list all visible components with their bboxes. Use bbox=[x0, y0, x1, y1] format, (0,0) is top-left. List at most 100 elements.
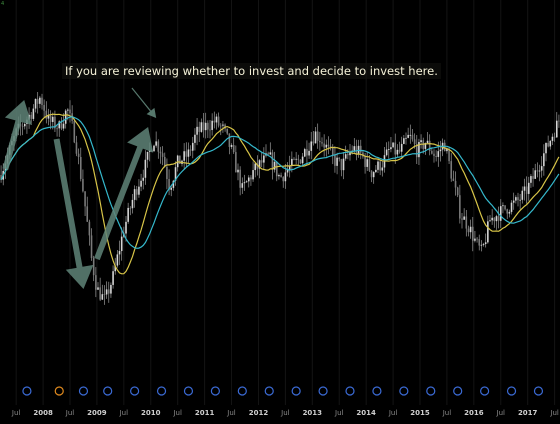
candle-216 bbox=[465, 210, 468, 237]
candle-144 bbox=[310, 131, 313, 160]
candle-102 bbox=[219, 123, 222, 136]
candle-175 bbox=[377, 158, 379, 174]
event-marker-19[interactable] bbox=[533, 386, 544, 396]
candle-200 bbox=[431, 147, 433, 155]
candle-180 bbox=[387, 141, 390, 159]
candle-34 bbox=[73, 118, 76, 144]
candle-75 bbox=[161, 146, 164, 166]
candle-156 bbox=[336, 152, 338, 175]
candle-99 bbox=[213, 111, 216, 129]
candle-10 bbox=[21, 122, 24, 136]
event-marker-9[interactable] bbox=[264, 386, 274, 396]
candle-228 bbox=[491, 209, 493, 225]
candle-36 bbox=[77, 148, 80, 165]
candle-109 bbox=[235, 145, 237, 173]
candle-226 bbox=[487, 215, 489, 244]
candle-159 bbox=[342, 152, 345, 180]
event-marker-8[interactable] bbox=[237, 386, 247, 396]
event-marker-4[interactable] bbox=[130, 386, 140, 396]
candle-26 bbox=[56, 124, 58, 137]
candle-107 bbox=[230, 143, 233, 150]
candle-195 bbox=[420, 134, 422, 149]
candle-105 bbox=[226, 128, 229, 135]
event-marker-15[interactable] bbox=[426, 386, 436, 396]
trend-arrow-4 bbox=[131, 87, 157, 118]
candle-257 bbox=[553, 132, 556, 142]
candle-189 bbox=[407, 127, 409, 139]
candle-37 bbox=[79, 147, 82, 182]
candle-91 bbox=[196, 117, 198, 146]
candle-54 bbox=[116, 249, 119, 268]
candle-179 bbox=[385, 142, 388, 157]
candle-199 bbox=[428, 134, 431, 156]
candle-166 bbox=[357, 139, 360, 158]
candle-139 bbox=[299, 159, 302, 165]
candle-147 bbox=[316, 123, 319, 149]
candle-111 bbox=[239, 166, 241, 196]
candle-171 bbox=[368, 154, 371, 173]
gridlines bbox=[15, 0, 556, 405]
event-marker-3[interactable] bbox=[103, 386, 113, 396]
candle-142 bbox=[306, 140, 308, 165]
candle-259 bbox=[558, 114, 560, 128]
event-marker-16[interactable] bbox=[453, 386, 463, 396]
candle-204 bbox=[439, 140, 442, 162]
event-marker-7[interactable] bbox=[210, 386, 220, 396]
candle-29 bbox=[62, 113, 65, 131]
candle-251 bbox=[540, 156, 543, 178]
candle-42 bbox=[90, 228, 93, 261]
candle-215 bbox=[463, 208, 465, 220]
candle-258 bbox=[555, 112, 558, 138]
candle-140 bbox=[301, 152, 304, 166]
candle-145 bbox=[312, 131, 315, 146]
candle-100 bbox=[215, 113, 218, 130]
candle-74 bbox=[159, 146, 162, 164]
candle-219 bbox=[471, 216, 474, 252]
candle-63 bbox=[135, 186, 138, 201]
event-marker-11[interactable] bbox=[318, 386, 328, 396]
candle-137 bbox=[295, 152, 297, 165]
candle-153 bbox=[329, 138, 332, 151]
candle-244 bbox=[525, 176, 528, 204]
event-marker-17[interactable] bbox=[480, 386, 490, 396]
event-marker-2[interactable] bbox=[78, 386, 89, 396]
candle-206 bbox=[443, 139, 446, 152]
event-marker-1[interactable] bbox=[54, 386, 64, 396]
candle-234 bbox=[504, 205, 506, 211]
candle-151 bbox=[325, 139, 328, 157]
candle-50 bbox=[107, 281, 110, 303]
candle-120 bbox=[258, 159, 261, 179]
event-marker-10[interactable] bbox=[291, 386, 301, 396]
candle-143 bbox=[308, 142, 310, 159]
event-marker-6[interactable] bbox=[183, 386, 194, 396]
candle-81 bbox=[174, 161, 177, 186]
candle-136 bbox=[293, 157, 295, 161]
candle-66 bbox=[142, 169, 145, 190]
event-marker-12[interactable] bbox=[345, 386, 355, 396]
candle-256 bbox=[551, 133, 554, 146]
event-marker-18[interactable] bbox=[506, 386, 517, 396]
trend-arrows bbox=[2, 87, 157, 289]
candle-123 bbox=[265, 144, 267, 158]
candle-122 bbox=[263, 147, 265, 171]
candle-255 bbox=[549, 140, 552, 150]
candle-103 bbox=[222, 121, 224, 133]
candle-46 bbox=[99, 277, 101, 302]
candle-11 bbox=[23, 122, 26, 130]
candle-95 bbox=[204, 112, 207, 139]
candle-110 bbox=[237, 163, 239, 181]
x-tick-label-7: 2011 bbox=[195, 409, 215, 417]
candle-115 bbox=[247, 175, 250, 188]
event-marker-5[interactable] bbox=[156, 386, 167, 396]
candle-59 bbox=[127, 202, 129, 224]
candle-39 bbox=[84, 191, 86, 216]
candle-76 bbox=[163, 152, 166, 168]
event-marker-14[interactable] bbox=[399, 386, 409, 396]
x-tick-label-16: Jul bbox=[442, 409, 452, 417]
candle-44 bbox=[95, 267, 97, 298]
event-marker-13[interactable] bbox=[372, 386, 382, 396]
candle-239 bbox=[515, 195, 517, 204]
candle-98 bbox=[211, 113, 213, 136]
event-marker-0[interactable] bbox=[22, 386, 32, 396]
